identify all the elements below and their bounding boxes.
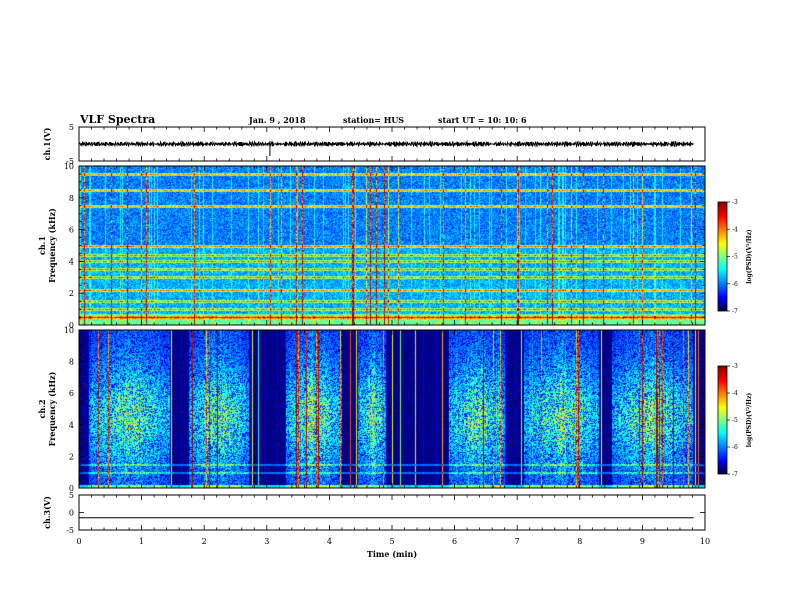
x-tick-label: 9: [640, 537, 645, 546]
colorbar-tick-label: -7: [732, 308, 738, 315]
y-tick-label: 10: [64, 326, 74, 335]
y-axis-label: Frequency (kHz): [47, 371, 57, 446]
y-tick-label: 0: [69, 321, 74, 330]
y-tick-label: 4: [69, 257, 74, 266]
y-tick-label: 4: [69, 421, 74, 430]
y-tick-label: 10: [64, 162, 74, 171]
y-tick-label: -5: [66, 157, 74, 166]
y-tick-label: 0: [69, 509, 74, 518]
x-tick-label: 2: [202, 537, 207, 546]
x-tick-label: 5: [389, 537, 394, 546]
ch3-waveform-frame: [78, 494, 706, 531]
x-tick-label: 8: [577, 537, 582, 546]
y-axis-label: ch.2: [37, 399, 47, 418]
colorbar-tick-label: -3: [732, 199, 738, 206]
x-axis-label: Time (min): [367, 549, 417, 559]
x-tick-label: 1: [139, 537, 144, 546]
station-label: station= HUS: [343, 115, 404, 125]
y-tick-label: 6: [69, 389, 74, 398]
x-tick-label: 7: [515, 537, 520, 546]
ch2-spectrogram-image: [79, 330, 705, 488]
x-tick-label: 0: [76, 537, 81, 546]
chart-marks: [78, 140, 694, 519]
ch1-spectrogram-colorbar: [718, 202, 727, 311]
y-tick-label: 8: [69, 194, 74, 203]
colorbar-tick-label: -4: [732, 390, 738, 397]
colorbar-tick-label: -5: [732, 254, 738, 261]
y-tick-label: -5: [66, 526, 74, 535]
colorbar-label: log(PSD)(V²/Hz): [746, 229, 753, 284]
colorbar-tick-label: -5: [732, 417, 738, 424]
ch1-waveform-trace: [78, 140, 694, 148]
y-axis-label: ch.3(V): [42, 496, 52, 529]
y-tick-label: 0: [69, 484, 74, 493]
colorbar-tick-label: -6: [732, 444, 738, 451]
x-tick-label: 4: [327, 537, 332, 546]
x-tick-label: 6: [452, 537, 457, 546]
spectrogram-images: [79, 166, 727, 488]
y-axis-label: ch.1(V): [42, 127, 52, 160]
colorbar-tick-label: -3: [732, 363, 738, 370]
y-tick-label: 5: [69, 491, 74, 500]
panel-frames: [78, 126, 730, 531]
colorbar-label: log(PSD)(V²/Hz): [746, 393, 753, 448]
colorbar-tick-label: -7: [732, 471, 738, 478]
y-tick-label: 5: [69, 123, 74, 132]
colorbar-tick-label: -4: [732, 226, 738, 233]
colorbar-tick-label: -6: [732, 281, 738, 288]
x-tick-label: 3: [264, 537, 269, 546]
y-tick-label: 8: [69, 358, 74, 367]
y-axis-label: ch.1: [37, 236, 47, 255]
figure-title: VLF Spectra: [79, 113, 155, 126]
ch1-spectrogram-image: [79, 166, 705, 325]
y-tick-label: 2: [69, 452, 74, 461]
ch2-spectrogram-colorbar: [718, 366, 727, 474]
date-label: Jan. 9 , 2018: [248, 115, 306, 125]
x-tick-label: 10: [700, 537, 710, 546]
start-time-label: start UT = 10: 10: 6: [438, 115, 527, 125]
y-tick-label: 2: [69, 289, 74, 298]
y-axis-label: Frequency (kHz): [47, 208, 57, 283]
y-tick-label: 6: [69, 226, 74, 235]
